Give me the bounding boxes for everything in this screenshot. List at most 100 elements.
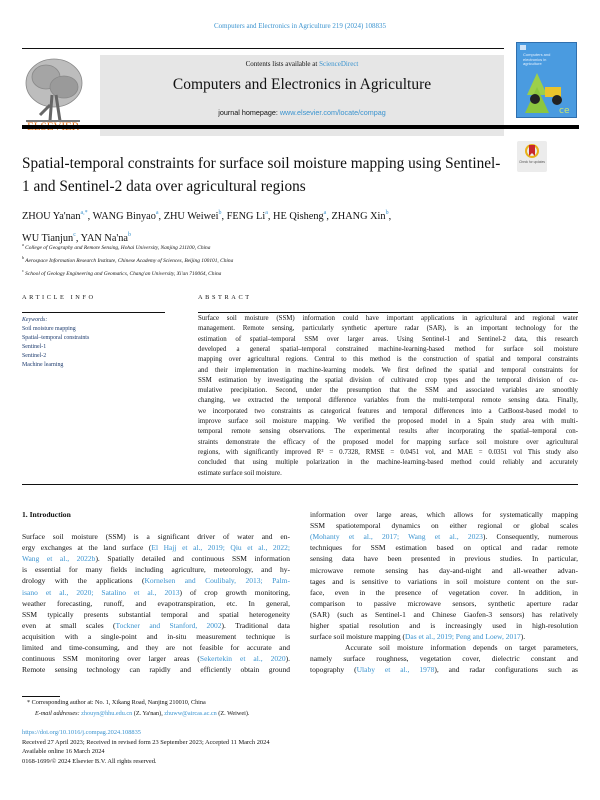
- affiliation-text: College of Geography and Remote Sensing,…: [25, 244, 211, 251]
- text-run: surface soil moisture mapping (: [310, 632, 405, 642]
- text-run: drology with the applications (: [22, 576, 145, 586]
- author-affiliation-mark[interactable]: c: [73, 232, 76, 238]
- citation-link[interactable]: isano et al., 2020; Satalino et al., 201…: [22, 587, 180, 597]
- citation-link[interactable]: Wang et al., 2022b: [22, 554, 96, 564]
- elsevier-tree-logo: [25, 58, 83, 122]
- text-line: microwave remote sensing has day-and-nig…: [310, 566, 578, 575]
- author-affiliation-mark[interactable]: b: [128, 232, 131, 238]
- text-run: ).: [520, 632, 526, 642]
- text-line: (SAR) (such as Sentinel-1 and Chinese Ga…: [310, 610, 578, 619]
- text-line: drology with the applications (Kornelsen…: [22, 576, 290, 585]
- text-run: ).: [285, 654, 290, 664]
- author-affiliation-mark[interactable]: b: [218, 210, 222, 216]
- affiliations: a College of Geography and Remote Sensin…: [22, 240, 233, 278]
- article-metadata: https://doi.org/10.1016/j.compag.2024.10…: [22, 728, 270, 766]
- journal-title: Computers and Electronics in Agriculture: [172, 76, 432, 93]
- affiliation: b Aerospace Information Research Institu…: [22, 253, 233, 266]
- author[interactable]: HE Qisheng: [273, 211, 324, 222]
- citation-link[interactable]: Ulaby et al., 1978: [356, 665, 435, 675]
- contents-label: Contents lists available at: [245, 60, 320, 68]
- text-run: face, even in the presence of vegetation…: [310, 587, 578, 597]
- contents-line: Contents lists available at ScienceDirec…: [100, 60, 504, 68]
- text-line: continuous SSM monitoring over larger ar…: [22, 654, 290, 663]
- author[interactable]: WU Tianjun: [22, 233, 74, 244]
- footnote-rule: [22, 696, 60, 697]
- available-online: Available online 16 March 2024: [22, 748, 105, 755]
- homepage-link[interactable]: www.elsevier.com/locate/compag: [279, 108, 386, 117]
- divider: [22, 484, 578, 485]
- journal-masthead: Contents lists available at ScienceDirec…: [100, 55, 504, 136]
- text-line: acquisition with a single-point and in-s…: [22, 632, 290, 641]
- text-run: techniques for SSM estimation based on o…: [310, 543, 578, 553]
- author-affiliation-mark[interactable]: b: [385, 210, 389, 216]
- text-run: (SAR) (such as Sentinel-1 and Chinese Ga…: [310, 609, 578, 619]
- affiliation: a College of Geography and Remote Sensin…: [22, 240, 233, 253]
- author-affiliation-mark[interactable]: a: [323, 210, 327, 216]
- check-for-updates-button[interactable]: Check for updates: [517, 141, 547, 172]
- text-line: Surface soil moisture (SSM) is a signifi…: [22, 532, 290, 541]
- section-heading-introduction: 1. Introduction: [22, 510, 71, 519]
- cover-title: Computers and electronics in agriculture: [523, 52, 551, 66]
- text-run: topography (: [310, 665, 357, 675]
- email-owner: (Z. Ya'nan),: [132, 709, 165, 717]
- keyword[interactable]: Machine learning: [22, 362, 64, 369]
- citation-link[interactable]: (: [310, 532, 313, 542]
- text-line: ergy exchanges at the land surface (El H…: [22, 543, 290, 552]
- abstract-line: estimation of spatial–temporal SSM over …: [198, 335, 578, 343]
- abstract-line: mapping over agricultural regions. Centr…: [198, 356, 578, 364]
- citation-link[interactable]: Sekertekin et al., 2020: [199, 654, 286, 664]
- text-line: surface soil moisture mapping (Das et al…: [310, 632, 578, 641]
- homepage-label: journal homepage:: [218, 108, 280, 117]
- article-title: Spatial-temporal constraints for surface…: [22, 155, 501, 195]
- journal-cover-thumbnail[interactable]: Computers and electronics in agriculture…: [516, 42, 577, 118]
- check-updates-icon: [525, 144, 539, 158]
- text-run: ) of crop growth monitoring,: [179, 587, 290, 597]
- abstract-line: management. Remote sensing, particularly…: [198, 325, 578, 333]
- affiliation: c School of Geology Engineering and Geom…: [22, 266, 233, 279]
- text-run: weather forecasting, runoff, and evapotr…: [22, 598, 290, 608]
- doi-link[interactable]: https://doi.org/10.1016/j.compag.2024.10…: [22, 729, 141, 736]
- text-line: SSM spatiotemporal dynamics on either re…: [310, 521, 578, 530]
- svg-text:ce: ce: [559, 106, 570, 115]
- author[interactable]: YAN Na'na: [80, 233, 128, 244]
- author[interactable]: FENG Li: [226, 211, 266, 222]
- author-list: ZHOU Ya'nana,*, WANG Binyaoa, ZHU Weiwei…: [22, 210, 392, 244]
- author-affiliation-mark[interactable]: a: [155, 210, 159, 216]
- email-link[interactable]: zhuww@aircas.ac.cn: [164, 709, 217, 717]
- citation-link[interactable]: Mohanty et al., 2017; Wang et al., 2023: [312, 532, 483, 542]
- abstract-line: SSM estimation by investigating the spat…: [198, 376, 578, 384]
- keyword[interactable]: Soil moisture mapping: [22, 326, 76, 333]
- check-updates-label: Check for updates: [519, 160, 545, 164]
- text-run: microwave remote sensing has day-and-nig…: [310, 565, 578, 575]
- author-affiliation-mark[interactable]: a: [265, 210, 268, 216]
- author[interactable]: ZHANG Xin: [331, 211, 386, 222]
- citation-link[interactable]: El Hajj et al., 2019; Qiu et al., 2022;: [151, 543, 290, 553]
- citation-link[interactable]: Tockner and Stanford, 2002: [115, 620, 222, 630]
- running-header[interactable]: Computers and Electronics in Agriculture…: [213, 22, 387, 30]
- author[interactable]: WANG Binyao: [92, 211, 156, 222]
- text-line: Wang et al., 2022b). Spatially detailed …: [22, 554, 290, 563]
- keyword[interactable]: Sentinel-2: [22, 353, 47, 360]
- abstract-line: Surface soil moisture (SSM) information …: [198, 315, 578, 322]
- keyword[interactable]: Sentinel-1: [22, 344, 47, 351]
- affiliation-key: c: [22, 267, 24, 273]
- sciencedirect-link[interactable]: ScienceDirect: [319, 60, 359, 68]
- author-affiliation-mark[interactable]: a,*: [80, 210, 88, 216]
- text-line: face, even in the presence of vegetation…: [310, 588, 578, 597]
- divider: [198, 312, 578, 313]
- footnote: * Corresponding author at: No. 1, Xikang…: [27, 698, 249, 719]
- text-line: information over large areas, which allo…: [310, 510, 578, 519]
- abstract-line: mulative precipitation. Second, under th…: [198, 387, 578, 395]
- keyword[interactable]: Spatial–temporal constraints: [22, 335, 90, 342]
- author[interactable]: ZHU Weiwei: [163, 211, 219, 222]
- author[interactable]: ZHOU Ya'nan: [22, 211, 81, 222]
- citation-link[interactable]: Kornelsen and Coulibaly, 2013; Palm-: [144, 576, 290, 586]
- citation-link[interactable]: Das et al., 2019; Peng and Loew, 2017: [404, 632, 521, 642]
- text-run: ), and radar configurations such as: [434, 665, 578, 675]
- text-run: continuous SSM monitoring over larger ar…: [22, 654, 200, 664]
- affiliation-text: School of Geology Engineering and Geomat…: [25, 270, 222, 277]
- text-run: limited and time-consuming, and they are…: [22, 643, 290, 652]
- affiliation-key: b: [22, 254, 24, 260]
- text-run: Accurate soil moisture information depen…: [310, 643, 578, 653]
- email-link[interactable]: zhouyn@hhu.edu.cn: [81, 709, 133, 717]
